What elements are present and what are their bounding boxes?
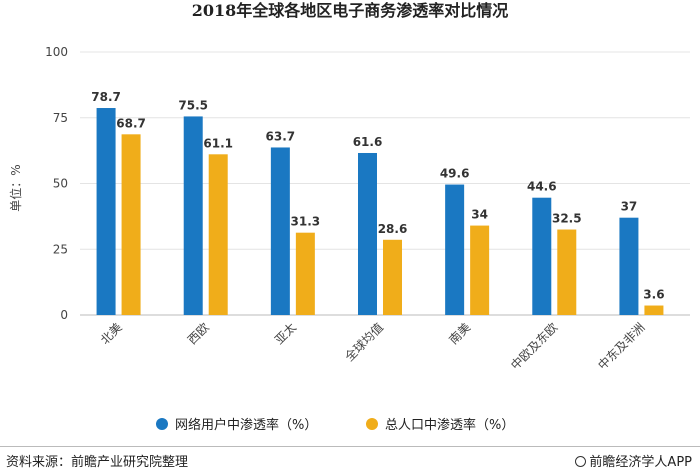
value-label-1-亚太: 63.7 xyxy=(266,129,296,143)
value-labels: 78.7 68.7 75.5 61.1 63.7 31.3 61.6 28.6 49.6 34 44… xyxy=(91,90,664,302)
y-tick-25: 25 xyxy=(53,242,68,256)
value-label-2-中东及非洲: 3.6 xyxy=(643,288,664,302)
bar-2-亚太 xyxy=(295,232,315,315)
footer-divider xyxy=(0,446,700,447)
bar-2-北美 xyxy=(121,134,141,315)
x-tick-labels: 北美 西欧 亚太 全球均值 南美 中欧及东欧 中东及非洲 xyxy=(98,320,648,373)
value-label-1-南美: 49.6 xyxy=(440,167,470,181)
bar-2-中欧及东欧 xyxy=(557,229,577,315)
brand-circle-icon xyxy=(575,456,587,467)
brand-label: 前瞻经济学人APP xyxy=(575,451,692,470)
value-label-2-西欧: 61.1 xyxy=(203,136,233,150)
x-tick-北美: 北美 xyxy=(98,320,125,347)
bar-chart: 0 25 50 75 100 单位：% 78.7 68.7 75.5 61.1 63.7 31.3… xyxy=(8,45,690,433)
chart-title: 2018年全球各地区电子商务渗透率对比情况 xyxy=(191,1,509,20)
y-tick-75: 75 xyxy=(53,111,68,125)
brand-name: 前瞻经济学人APP xyxy=(589,455,692,470)
y-tick-0: 0 xyxy=(60,308,68,322)
x-tick-中欧及东欧: 中欧及东欧 xyxy=(507,320,560,373)
value-label-2-全球均值: 28.6 xyxy=(378,222,408,236)
legend: 网络用户中渗透率（%） 总人口中渗透率（%） xyxy=(156,417,514,433)
bar-1-全球均值 xyxy=(358,152,377,315)
bar-2-西欧 xyxy=(208,154,228,315)
value-label-1-中东及非洲: 37 xyxy=(621,200,638,214)
value-label-2-中欧及东欧: 32.5 xyxy=(552,212,582,226)
bars xyxy=(96,108,664,315)
legend-marker-2 xyxy=(366,418,378,430)
bar-1-亚太 xyxy=(270,147,290,315)
x-tick-南美: 南美 xyxy=(446,320,474,348)
bar-1-南美 xyxy=(445,184,465,315)
bar-2-南美 xyxy=(470,225,490,315)
value-label-2-亚太: 31.3 xyxy=(291,215,321,229)
source-note: 资料来源：前瞻产业研究院整理 xyxy=(6,455,189,470)
bar-1-中东及非洲 xyxy=(619,217,639,315)
value-label-1-中欧及东欧: 44.6 xyxy=(527,180,557,194)
value-label-1-西欧: 75.5 xyxy=(178,98,208,112)
legend-marker-1 xyxy=(156,418,168,430)
bar-2-中东及非洲 xyxy=(644,305,664,315)
y-tick-labels: 0 25 50 75 100 xyxy=(45,45,68,322)
value-label-2-北美: 68.7 xyxy=(116,116,146,130)
x-tick-亚太: 亚太 xyxy=(271,320,299,348)
value-label-1-北美: 78.7 xyxy=(91,90,121,104)
x-tick-中东及非洲: 中东及非洲 xyxy=(595,320,648,373)
y-axis-label: 单位：% xyxy=(8,164,23,211)
bar-1-西欧 xyxy=(183,116,203,315)
x-tick-全球均值: 全球均值 xyxy=(342,320,387,365)
value-label-2-南美: 34 xyxy=(471,208,488,222)
bar-2-全球均值 xyxy=(383,239,402,315)
y-tick-100: 100 xyxy=(45,45,68,59)
x-tick-西欧: 西欧 xyxy=(185,320,212,347)
bar-1-中欧及东欧 xyxy=(532,197,552,315)
bar-1-北美 xyxy=(96,108,116,315)
legend-label-2: 总人口中渗透率（%） xyxy=(385,417,514,433)
y-tick-50: 50 xyxy=(53,177,68,191)
legend-label-1: 网络用户中渗透率（%） xyxy=(175,417,317,433)
value-label-1-全球均值: 61.6 xyxy=(353,135,383,149)
